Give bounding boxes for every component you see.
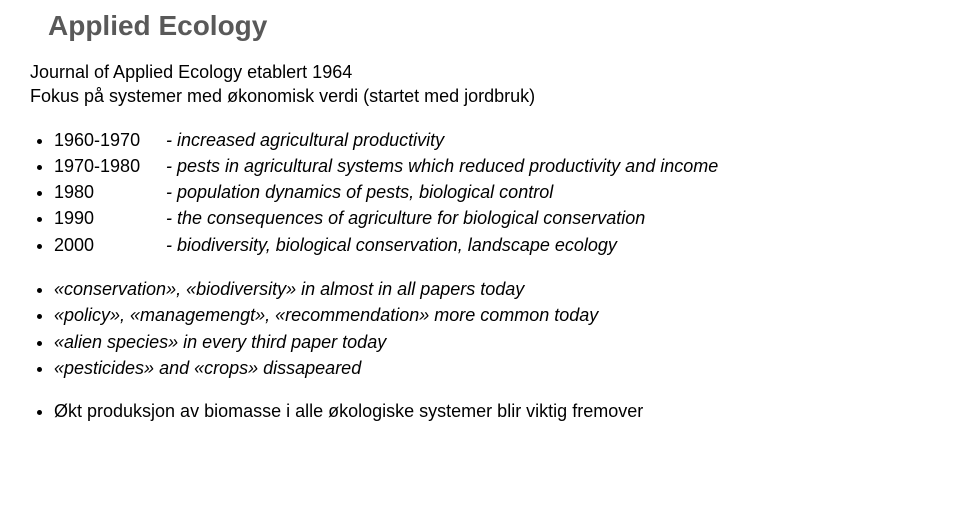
observation-item: «conservation», «biodiversity» in almost… (54, 276, 929, 302)
observation-item: «pesticides» and «crops» dissapeared (54, 355, 929, 381)
timeline-desc: - the consequences of agriculture for bi… (166, 206, 929, 230)
timeline-desc: - pests in agricultural systems which re… (166, 154, 929, 178)
timeline-item: 1980 - population dynamics of pests, bio… (54, 179, 929, 205)
timeline-year: 1980 (54, 180, 166, 204)
observation-item: «alien species» in every third paper tod… (54, 329, 929, 355)
timeline-desc: - population dynamics of pests, biologic… (166, 180, 929, 204)
timeline-year: 1960-1970 (54, 128, 166, 152)
timeline-item: 1990 - the consequences of agriculture f… (54, 205, 929, 231)
timeline-item: 1970-1980 - pests in agricultural system… (54, 153, 929, 179)
timeline-year: 1990 (54, 206, 166, 230)
intro-block: Journal of Applied Ecology etablert 1964… (30, 60, 929, 109)
timeline-desc: - biodiversity, biological conservation,… (166, 233, 929, 257)
timeline-desc: - increased agricultural productivity (166, 128, 929, 152)
footer-list: Økt produksjon av biomasse i alle økolog… (30, 399, 929, 423)
slide-title: Applied Ecology (48, 10, 929, 42)
footer-line: Økt produksjon av biomasse i alle økolog… (54, 399, 929, 423)
intro-line-2: Fokus på systemer med økonomisk verdi (s… (30, 84, 929, 108)
slide: Applied Ecology Journal of Applied Ecolo… (0, 0, 959, 532)
timeline-list: 1960-1970 - increased agricultural produ… (30, 127, 929, 258)
intro-line-1: Journal of Applied Ecology etablert 1964 (30, 60, 929, 84)
timeline-item: 1960-1970 - increased agricultural produ… (54, 127, 929, 153)
observation-item: «policy», «managemengt», «recommendation… (54, 302, 929, 328)
timeline-item: 2000 - biodiversity, biological conserva… (54, 232, 929, 258)
timeline-year: 1970-1980 (54, 154, 166, 178)
timeline-year: 2000 (54, 233, 166, 257)
observations-list: «conservation», «biodiversity» in almost… (30, 276, 929, 381)
